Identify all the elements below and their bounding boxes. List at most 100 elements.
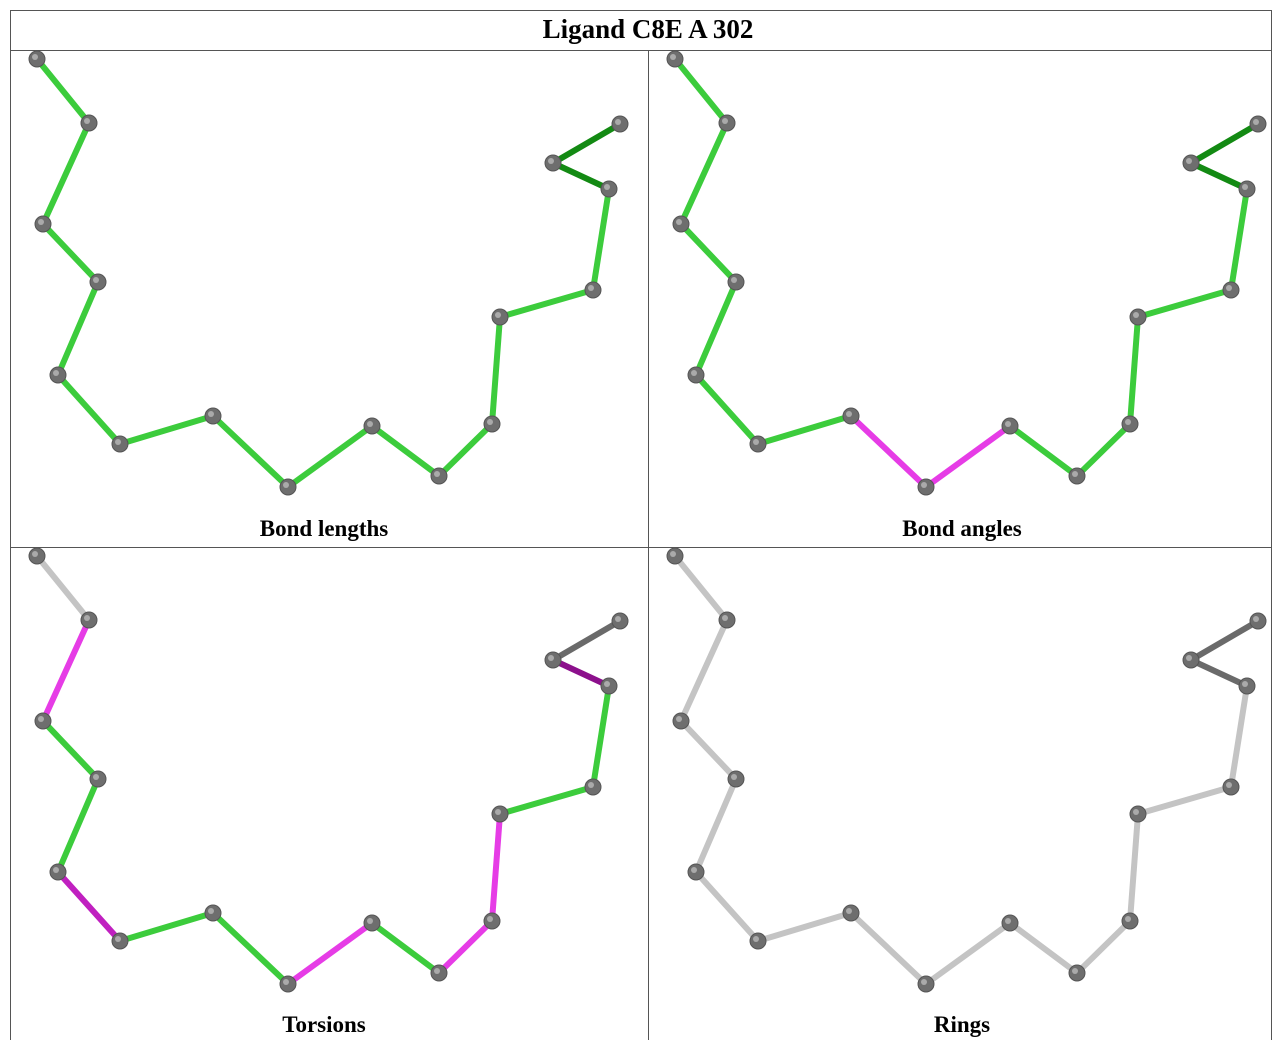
bond — [593, 686, 609, 787]
bond — [681, 224, 736, 282]
atom-highlight — [670, 54, 676, 60]
bond — [500, 290, 593, 317]
atom-highlight — [548, 655, 554, 661]
bond — [213, 416, 288, 487]
bond — [681, 123, 727, 224]
bond — [37, 556, 89, 620]
atom-highlight — [53, 370, 59, 376]
panel-caption: Rings — [934, 1012, 990, 1037]
bond — [593, 189, 609, 290]
atom-highlight — [367, 918, 373, 924]
atom-highlight — [548, 158, 554, 164]
atom-highlight — [115, 439, 121, 445]
atom-highlight — [691, 370, 697, 376]
bond — [1010, 923, 1077, 973]
bond — [372, 426, 439, 476]
atom-highlight — [588, 782, 594, 788]
bond — [439, 424, 492, 476]
atom-highlight — [495, 809, 501, 815]
atom-highlight — [1186, 158, 1192, 164]
bond — [213, 913, 288, 984]
bond — [43, 721, 98, 779]
bond — [696, 282, 736, 375]
panel-caption: Torsions — [282, 1012, 366, 1037]
bond — [1077, 921, 1130, 973]
bond — [758, 416, 851, 444]
atom-highlight — [487, 419, 493, 425]
bond — [1010, 426, 1077, 476]
bond — [58, 872, 120, 941]
bond — [926, 426, 1010, 487]
atom-highlight — [1005, 421, 1011, 427]
atom-highlight — [1133, 809, 1139, 815]
atom-highlight — [1133, 312, 1139, 318]
atom-highlight — [846, 908, 852, 914]
atom-highlight — [731, 774, 737, 780]
atom-highlight — [604, 184, 610, 190]
atom-highlight — [1242, 184, 1248, 190]
bond — [758, 913, 851, 941]
bond — [553, 621, 620, 660]
bond — [58, 375, 120, 444]
atom-highlight — [731, 277, 737, 283]
atom-highlight — [588, 285, 594, 291]
bond — [696, 779, 736, 872]
bond — [492, 317, 500, 424]
bond — [675, 59, 727, 123]
atom-highlight — [1242, 681, 1248, 687]
bond — [58, 282, 98, 375]
bond — [851, 416, 926, 487]
atom-highlight — [722, 615, 728, 621]
bond — [58, 779, 98, 872]
bond — [372, 923, 439, 973]
atom-highlight — [1253, 616, 1259, 622]
bond — [288, 426, 372, 487]
bond — [1191, 163, 1247, 189]
bond — [37, 59, 89, 123]
bond — [1138, 787, 1231, 814]
atom-highlight — [93, 774, 99, 780]
bond — [1191, 660, 1247, 686]
ligand-table: Ligand C8E A 302 Bond lengths Bond angle… — [0, 0, 1277, 1040]
atom-highlight — [283, 979, 289, 985]
atom-highlight — [487, 916, 493, 922]
bond — [681, 721, 736, 779]
atom-highlight — [115, 936, 121, 942]
bond — [1231, 686, 1247, 787]
atom-highlight — [1253, 119, 1259, 125]
table-border — [11, 11, 1272, 1041]
bond — [696, 872, 758, 941]
atom-highlight — [921, 482, 927, 488]
atom-highlight — [367, 421, 373, 427]
atom-highlight — [1125, 419, 1131, 425]
atom-highlight — [1226, 285, 1232, 291]
atom-highlight — [1072, 968, 1078, 974]
atom-highlight — [670, 551, 676, 557]
bond — [43, 224, 98, 282]
atom-highlight — [676, 716, 682, 722]
atom-highlight — [53, 867, 59, 873]
bond — [553, 660, 609, 686]
atom-highlight — [495, 312, 501, 318]
bond — [1077, 424, 1130, 476]
bond — [553, 163, 609, 189]
atom-highlight — [1186, 655, 1192, 661]
atom-highlight — [208, 411, 214, 417]
bond — [120, 416, 213, 444]
bond — [1191, 621, 1258, 660]
bond — [1231, 189, 1247, 290]
atom-highlight — [32, 54, 38, 60]
atom-highlight — [38, 219, 44, 225]
atom-highlight — [722, 118, 728, 124]
atom-highlight — [615, 616, 621, 622]
bond — [553, 124, 620, 163]
atom-highlight — [921, 979, 927, 985]
bond — [1130, 814, 1138, 921]
bond — [288, 923, 372, 984]
atom-highlight — [283, 482, 289, 488]
atom-highlight — [32, 551, 38, 557]
page: Ligand C8E A 302 Bond lengths Bond angle… — [0, 0, 1277, 1040]
atom-highlight — [753, 439, 759, 445]
atom-highlight — [1226, 782, 1232, 788]
panel-caption: Bond angles — [902, 516, 1022, 541]
